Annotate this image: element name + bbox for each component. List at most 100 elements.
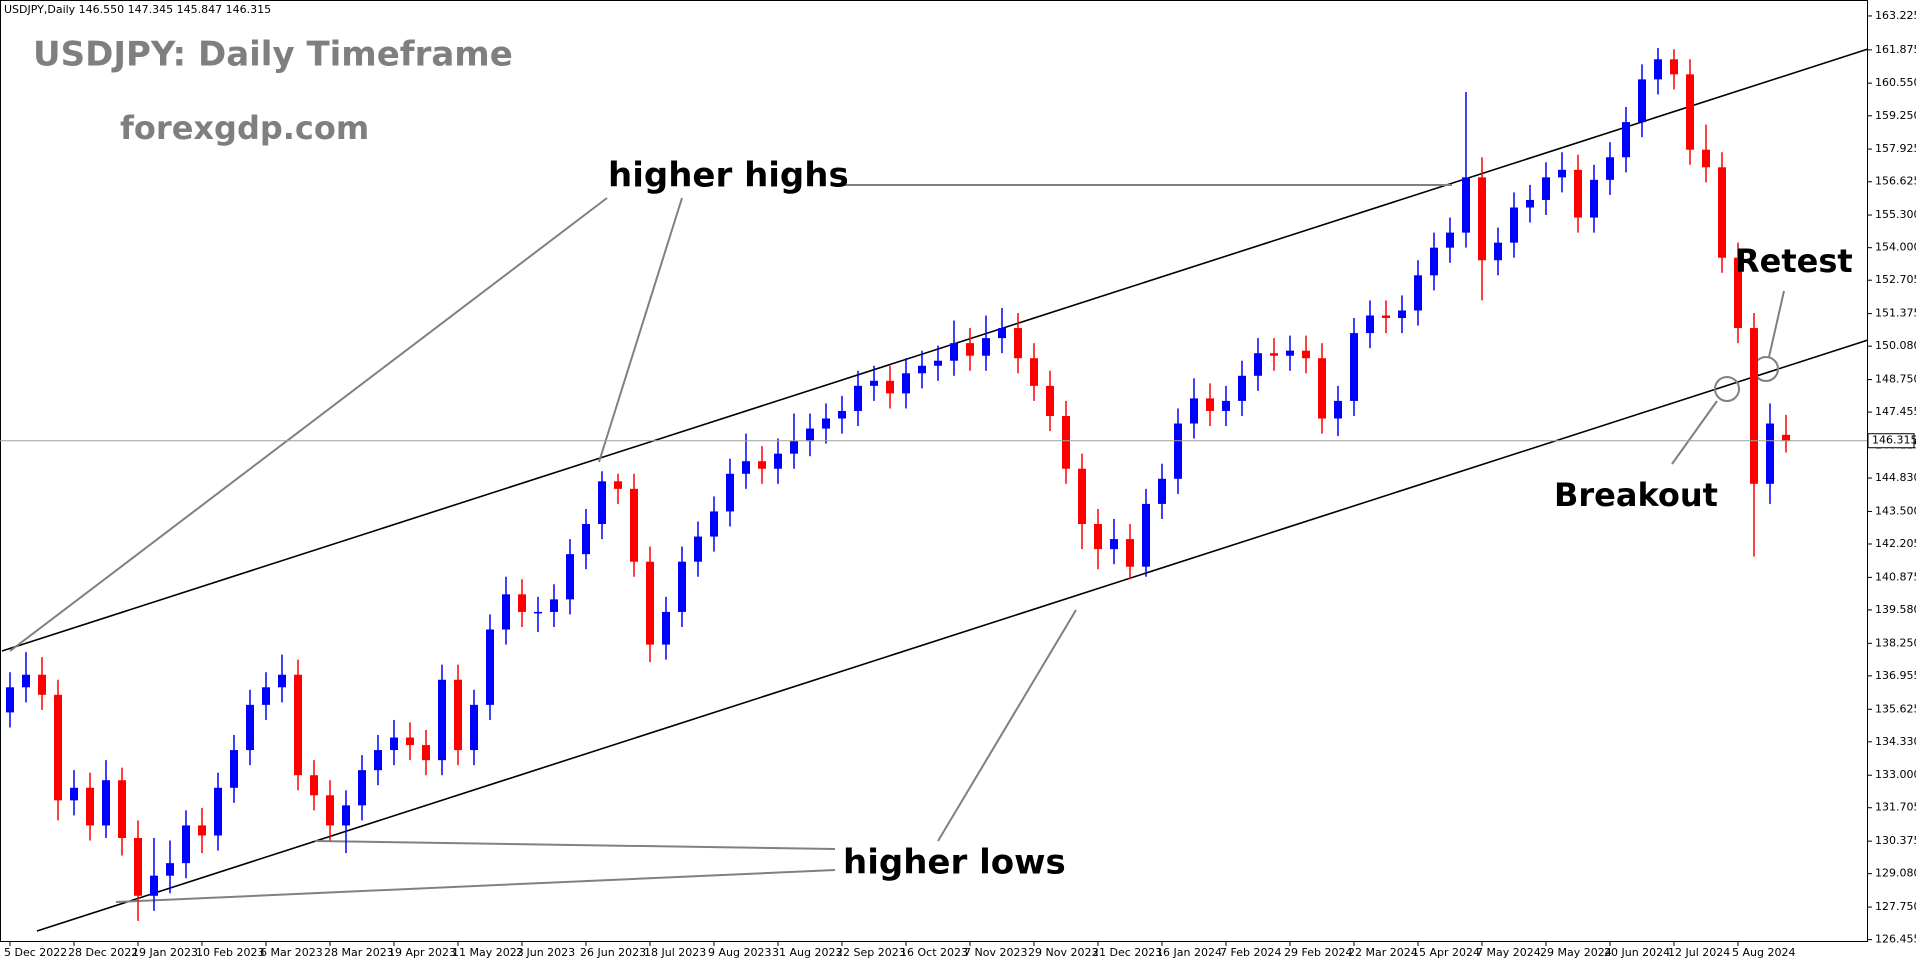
- candle-body: [1654, 59, 1662, 80]
- breakout-circle: [1714, 376, 1740, 402]
- candle-body: [1174, 423, 1182, 479]
- x-tick-label: 5 Aug 2024: [1732, 946, 1795, 959]
- candle-body: [518, 594, 526, 612]
- candle-body: [1046, 385, 1054, 416]
- candle-body: [1190, 398, 1198, 424]
- candle-body: [726, 473, 734, 512]
- candle-body: [1414, 275, 1422, 311]
- x-tick-label: 10 Feb 2023: [196, 946, 264, 959]
- x-tick-label: 31 Aug 2023: [772, 946, 842, 959]
- candle-body: [262, 687, 270, 705]
- candle-body: [326, 795, 334, 826]
- x-tick-label: 7 Nov 2023: [964, 946, 1027, 959]
- candle-body: [1670, 59, 1678, 75]
- x-tick-label: 5 Dec 2022: [4, 946, 67, 959]
- y-tick-label: 143.500: [1875, 504, 1916, 517]
- candle-body: [886, 380, 894, 394]
- y-tick-label: 135.625: [1875, 702, 1916, 715]
- candle-body: [134, 838, 142, 896]
- trendlines: [1, 48, 1869, 932]
- annotation: Breakout: [1554, 476, 1718, 514]
- candle-body: [1334, 400, 1342, 419]
- candle-body: [566, 554, 574, 600]
- candle-body: [1590, 179, 1598, 218]
- candle-body: [1350, 333, 1358, 401]
- candle-body: [710, 511, 718, 537]
- candle-body: [374, 750, 382, 771]
- annotation: Retest: [1735, 242, 1853, 280]
- x-tick-label: 18 Jul 2023: [644, 946, 706, 959]
- candle-body: [1734, 257, 1742, 329]
- candle-body: [550, 599, 558, 612]
- pointer: [9, 197, 608, 652]
- candle-body: [1030, 358, 1038, 386]
- candle-body: [358, 770, 366, 806]
- x-tick-label: 29 Nov 2023: [1028, 946, 1098, 959]
- candle-body: [1222, 400, 1230, 411]
- y-tick-label: 131.705: [1875, 801, 1916, 814]
- candle-body: [1478, 177, 1486, 261]
- candle-body: [1142, 503, 1150, 567]
- candle-body: [614, 481, 622, 489]
- subtitle: forexgdp.com: [120, 109, 369, 147]
- candle-body: [1062, 415, 1070, 469]
- x-tick-label: 29 Feb 2024: [1284, 946, 1352, 959]
- x-tick-label: 29 May 2024: [1540, 946, 1612, 959]
- candle-body: [1462, 177, 1470, 233]
- y-tick-label: 138.250: [1875, 636, 1916, 649]
- pointer: [314, 840, 836, 850]
- candle-body: [102, 780, 110, 826]
- last-price-box: [1867, 433, 1915, 449]
- candle-body: [806, 428, 814, 442]
- candle-body: [1254, 353, 1262, 376]
- candle-body: [1366, 315, 1374, 334]
- y-tick-label: 151.375: [1875, 307, 1916, 320]
- candle-body: [646, 561, 654, 645]
- candle-body: [182, 825, 190, 864]
- x-tick-label: 28 Mar 2023: [324, 946, 394, 959]
- candle-body: [838, 410, 846, 419]
- candle-body: [630, 488, 638, 562]
- candle-body: [1766, 423, 1774, 484]
- candle-body: [454, 679, 462, 751]
- x-tick-label: 12 Jul 2024: [1668, 946, 1730, 959]
- candle-body: [822, 418, 830, 429]
- candle-body: [1238, 375, 1246, 401]
- candle-body: [1126, 539, 1134, 567]
- y-tick-label: 163.225: [1875, 9, 1916, 22]
- candle-body: [998, 328, 1006, 339]
- y-tick-label: 144.830: [1875, 471, 1916, 484]
- pointer: [598, 197, 683, 463]
- y-tick-label: 126.455: [1875, 933, 1916, 946]
- x-tick-label: 28 Dec 2022: [68, 946, 138, 959]
- candle-body: [742, 461, 750, 474]
- candle-body: [1718, 167, 1726, 258]
- candle-body: [758, 461, 766, 469]
- x-tick-label: 22 Mar 2024: [1348, 946, 1418, 959]
- x-tick-label: 2 Jun 2023: [516, 946, 575, 959]
- candle-body: [662, 611, 670, 645]
- pointers: [9, 184, 1785, 903]
- candle-body: [278, 674, 286, 688]
- candle-body: [22, 674, 30, 688]
- candle-body: [438, 679, 446, 761]
- x-tick-label: 6 Mar 2023: [260, 946, 323, 959]
- candle-body: [214, 787, 222, 836]
- y-tick-label: 157.925: [1875, 142, 1916, 155]
- candle-body: [246, 704, 254, 751]
- candle-body: [854, 385, 862, 411]
- candle-body: [966, 343, 974, 356]
- y-tick-label: 142.205: [1875, 537, 1916, 550]
- candle-body: [342, 805, 350, 826]
- candle-body: [1014, 328, 1022, 359]
- y-tick-label: 139.580: [1875, 603, 1916, 616]
- candle-body: [406, 737, 414, 746]
- candle-body: [6, 687, 14, 713]
- x-tick-label: 16 Oct 2023: [900, 946, 968, 959]
- candle-body: [1622, 122, 1630, 158]
- candle-body: [1446, 232, 1454, 248]
- candle-body: [1286, 350, 1294, 356]
- x-tick-label: 19 Apr 2023: [388, 946, 456, 959]
- header: USDJPY,Daily 146.550 147.345 145.847 146…: [4, 3, 271, 16]
